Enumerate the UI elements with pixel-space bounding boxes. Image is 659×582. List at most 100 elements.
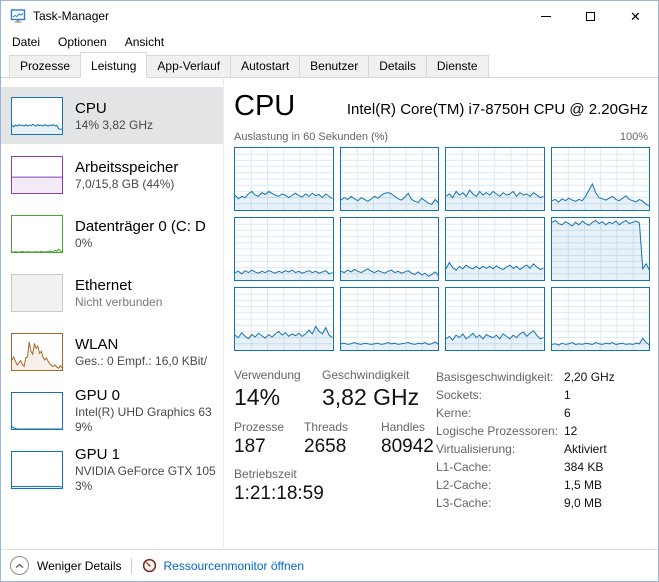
cpu-panel: CPU Intel(R) Core(TM) i7-8750H CPU @ 2.2… bbox=[224, 78, 658, 549]
chart-axis-label: Auslastung in 60 Sekunden (%) bbox=[234, 131, 389, 143]
l3-cache-label: L3-Cache: bbox=[436, 496, 492, 510]
usage-value: 14% bbox=[234, 384, 281, 410]
cpu-stats-left: Verwendung 14% Geschwindigkeit 3,82 GHz … bbox=[234, 368, 434, 514]
sidebar-item-wlan[interactable]: WLAN Ges.: 0 Empf.: 16,0 KBit/ bbox=[1, 323, 223, 380]
menu-bar: Datei Optionen Ansicht bbox=[1, 31, 658, 53]
uptime-value: 1:21:18:59 bbox=[234, 483, 324, 504]
threads-label: Threads bbox=[304, 420, 349, 434]
close-button[interactable]: ✕ bbox=[613, 1, 658, 31]
page-title: CPU bbox=[234, 90, 296, 122]
sidebar-item-gpu1[interactable]: GPU 1 NVIDIA GeForce GTX 105 3% bbox=[1, 441, 223, 498]
base-speed-value: 2,20 GHz bbox=[564, 370, 615, 384]
chevron-up-circle-icon bbox=[10, 556, 29, 575]
sidebar-gpu1-stats: 3% bbox=[75, 479, 93, 493]
menu-datei[interactable]: Datei bbox=[12, 35, 41, 49]
sidebar-wlan-title: WLAN bbox=[75, 335, 119, 353]
processes-label: Prozesse bbox=[234, 420, 285, 434]
maximize-icon bbox=[586, 11, 595, 21]
tab-autostart[interactable]: Autostart bbox=[230, 55, 301, 77]
minimize-icon bbox=[540, 15, 551, 17]
performance-sidebar: CPU 14% 3,82 GHz Arbeitsspeicher 7,0/15,… bbox=[1, 78, 224, 549]
l2-cache-value: 1,5 MB bbox=[564, 478, 603, 492]
core-chart-2 bbox=[339, 147, 439, 211]
virtualization-value: Aktiviert bbox=[564, 442, 607, 456]
core-chart-11 bbox=[445, 287, 545, 351]
core-chart-7 bbox=[445, 217, 545, 281]
cores-label: Kerne: bbox=[436, 406, 472, 420]
sidebar-gpu0-title: GPU 0 bbox=[75, 387, 121, 404]
core-chart-4 bbox=[550, 147, 650, 211]
resource-monitor-link[interactable]: Ressourcenmonitor öffnen bbox=[142, 558, 304, 573]
core-chart-10 bbox=[339, 287, 439, 351]
core-chart-8 bbox=[550, 217, 650, 281]
sidebar-item-memory[interactable]: Arbeitsspeicher 7,0/15,8 GB (44%) bbox=[1, 146, 223, 203]
minimize-button[interactable] bbox=[523, 1, 568, 31]
uptime-label: Betriebszeit bbox=[234, 467, 297, 481]
speed-value: 3,82 GHz bbox=[322, 384, 420, 410]
sidebar-item-gpu0[interactable]: GPU 0 Intel(R) UHD Graphics 63 9% bbox=[1, 382, 223, 439]
usage-label: Verwendung bbox=[234, 368, 301, 382]
gauge-icon bbox=[143, 558, 157, 573]
speed-label: Geschwindigkeit bbox=[322, 368, 410, 382]
processes-value: 187 bbox=[234, 436, 266, 457]
resource-monitor-label: Ressourcenmonitor öffnen bbox=[163, 558, 305, 573]
core-chart-5 bbox=[234, 217, 334, 281]
sidebar-disk-title: Datenträger 0 (C: D bbox=[75, 217, 206, 235]
sidebar-item-disk[interactable]: Datenträger 0 (C: D 0% bbox=[1, 205, 223, 262]
sidebar-wlan-stats: Ges.: 0 Empf.: 16,0 KBit/ bbox=[75, 353, 208, 368]
cores-value: 6 bbox=[564, 406, 571, 420]
app-icon bbox=[10, 9, 26, 23]
sidebar-cpu-stats: 14% 3,82 GHz bbox=[75, 117, 154, 132]
handles-label: Handles bbox=[381, 420, 426, 434]
maximize-button[interactable] bbox=[568, 1, 613, 31]
details-toggle-button[interactable]: Weniger Details bbox=[10, 556, 121, 575]
l3-cache-value: 9,0 MB bbox=[564, 496, 603, 510]
gpu0-sparkline bbox=[11, 391, 63, 430]
sidebar-memory-title: Arbeitsspeicher bbox=[75, 158, 179, 176]
tab-benutzer[interactable]: Benutzer bbox=[299, 55, 370, 77]
l1-cache-value: 384 KB bbox=[564, 460, 604, 474]
virtualization-label: Virtualisierung: bbox=[436, 442, 516, 456]
logical-processors-value: 12 bbox=[564, 424, 578, 438]
menu-optionen[interactable]: Optionen bbox=[58, 35, 107, 49]
gpu1-sparkline bbox=[11, 450, 63, 489]
ethernet-sparkline bbox=[11, 273, 63, 312]
sidebar-item-ethernet[interactable]: Ethernet Nicht verbunden bbox=[1, 264, 223, 321]
core-chart-3 bbox=[445, 147, 545, 211]
sockets-value: 1 bbox=[564, 388, 571, 402]
l1-cache-label: L1-Cache: bbox=[436, 460, 492, 474]
logical-processor-grid bbox=[234, 147, 650, 351]
core-chart-1 bbox=[234, 147, 334, 211]
threads-value: 2658 bbox=[304, 436, 347, 457]
base-speed-label: Basisgeschwindigkeit: bbox=[436, 370, 554, 384]
sidebar-gpu0-stats: 9% bbox=[75, 420, 93, 434]
tab-prozesse[interactable]: Prozesse bbox=[9, 55, 82, 77]
sidebar-gpu1-title: GPU 1 bbox=[75, 446, 121, 463]
sidebar-memory-stats: 7,0/15,8 GB (44%) bbox=[75, 176, 175, 191]
tab-app-verlauf[interactable]: App-Verlauf bbox=[146, 55, 232, 77]
cpu-stats-right: Basisgeschwindigkeit: 2,20 GHz Sockets: … bbox=[436, 368, 650, 514]
wlan-sparkline bbox=[11, 332, 63, 371]
sidebar-item-cpu[interactable]: CPU 14% 3,82 GHz bbox=[1, 87, 223, 144]
core-chart-12 bbox=[550, 287, 650, 351]
window-title: Task-Manager bbox=[33, 9, 110, 23]
sidebar-ethernet-stats: Nicht verbunden bbox=[75, 294, 163, 309]
tab-leistung[interactable]: Leistung bbox=[80, 52, 148, 78]
tab-dienste[interactable]: Dienste bbox=[425, 55, 489, 77]
menu-ansicht[interactable]: Ansicht bbox=[124, 35, 165, 49]
chart-max-label: 100% bbox=[619, 131, 648, 143]
cpu-sparkline bbox=[11, 96, 63, 135]
logical-processors-label: Logische Prozessoren: bbox=[436, 424, 559, 438]
sidebar-gpu0-name: Intel(R) UHD Graphics 63 bbox=[75, 405, 212, 419]
core-chart-6 bbox=[339, 217, 439, 281]
sidebar-disk-stats: 0% bbox=[75, 235, 93, 250]
sidebar-ethernet-title: Ethernet bbox=[75, 276, 132, 294]
tab-details[interactable]: Details bbox=[368, 55, 427, 77]
sidebar-cpu-title: CPU bbox=[75, 99, 107, 117]
title-bar: Task-Manager ✕ bbox=[1, 1, 658, 31]
sidebar-gpu1-name: NVIDIA GeForce GTX 105 bbox=[75, 464, 216, 478]
cpu-model: Intel(R) Core(TM) i7-8750H CPU @ 2.20GHz bbox=[346, 101, 648, 118]
details-toggle-label: Weniger Details bbox=[37, 558, 122, 573]
tab-strip: Prozesse Leistung App-Verlauf Autostart … bbox=[1, 52, 658, 78]
